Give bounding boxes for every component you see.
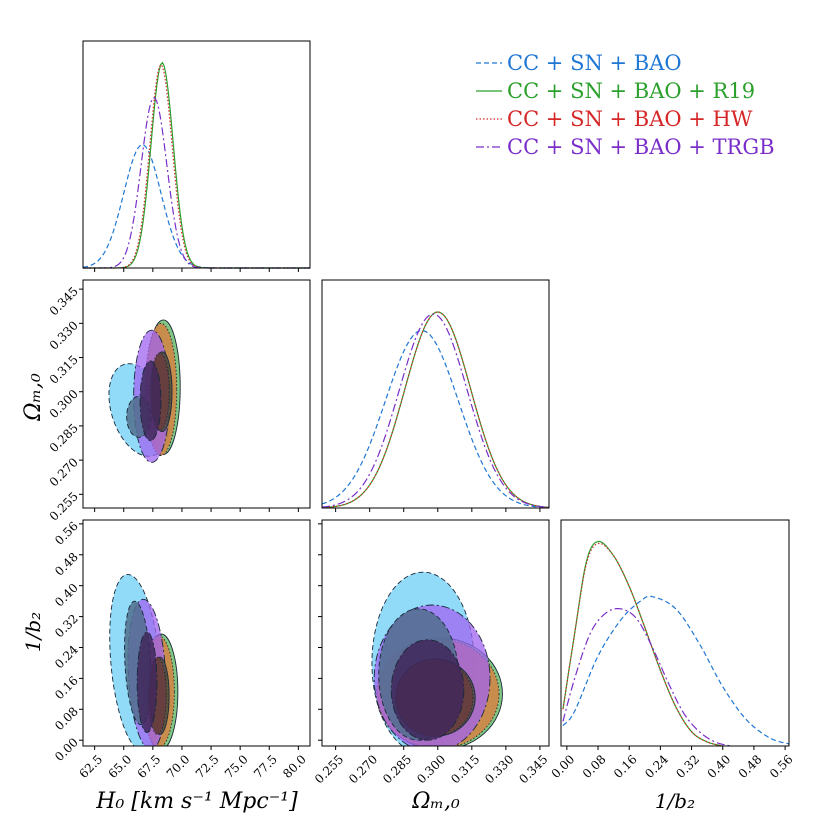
legend-entry: CC + SN + BAO + HW	[476, 107, 753, 131]
legend-entry: CC + SN + BAO	[476, 51, 682, 75]
x-tick-label-H0: 62.5	[76, 752, 105, 781]
y-axis-label-om: Ωₘ,₀	[21, 373, 46, 422]
legend-entry: CC + SN + BAO + R19	[476, 79, 755, 103]
y-tick-label-b2: 0.24	[52, 642, 81, 671]
panel-frame-Om-Om	[321, 279, 550, 509]
y-tick-label-b2: 0.48	[52, 550, 81, 579]
x-tick-label-b2: 0.24	[642, 752, 671, 781]
x-tick-label-H0: 75.0	[222, 752, 251, 781]
y-tick-label-b2: 0.16	[52, 673, 81, 702]
x-tick-label-b2: 0.56	[767, 752, 796, 781]
x-tick-label-Om: 0.330	[482, 752, 516, 786]
x-tick-label-H0: 70.0	[164, 752, 193, 781]
legend-label: CC + SN + BAO + HW	[507, 107, 753, 131]
x-axis-label-om: Ωₘ,₀	[411, 789, 460, 814]
y-tick-label-b2: 0.32	[52, 612, 81, 641]
panel-frame-H0-b2	[82, 519, 311, 747]
panel-frames	[82, 40, 790, 747]
x-tick-label-b2: 0.32	[673, 752, 702, 781]
contour-panel-H0_Om	[108, 319, 181, 463]
legend-label: CC + SN + BAO + R19	[507, 79, 755, 103]
panel-frame-H0-Om	[82, 279, 311, 509]
x-tick-label-b2: 0.00	[549, 752, 578, 781]
x-axis-label-b2: 1/b₂	[655, 789, 695, 813]
x-tick-label-b2: 0.40	[705, 752, 734, 781]
x-tick-label-H0: 65.0	[106, 752, 135, 781]
marginal-H0-series-3	[83, 97, 310, 269]
x-tick-label-b2: 0.08	[580, 752, 609, 781]
legend-label: CC + SN + BAO	[507, 51, 682, 75]
legend-label: CC + SN + BAO + TRGB	[507, 135, 775, 159]
x-axis-label-h0: H₀ [km s⁻¹ Mpc⁻¹]	[95, 789, 298, 814]
x-tick-label-Om: 0.255	[312, 752, 346, 786]
x-tick-label-H0: 80.0	[280, 752, 309, 781]
y-tick-label-Om: 0.345	[47, 284, 81, 318]
y-tick-label-b2: 0.08	[52, 704, 81, 733]
marginal-Om-series-0	[321, 329, 550, 509]
x-tick-label-b2: 0.48	[736, 752, 765, 781]
marginal-b2-series-0	[562, 595, 790, 745]
x-tick-label-Om: 0.270	[346, 752, 380, 786]
x-tick-label-Om: 0.300	[414, 752, 448, 786]
contour-panel-Om_b2	[371, 571, 503, 746]
y-axis-label-b2: 1/b₂	[21, 612, 45, 652]
contour-inner-series-3	[139, 360, 162, 442]
x-tick-label-H0: 77.5	[251, 752, 280, 781]
legend-entry: CC + SN + BAO + TRGB	[476, 135, 775, 159]
contour-inner-series-3	[136, 631, 158, 733]
y-tick-label-Om: 0.255	[47, 489, 81, 523]
x-tick-label-Om: 0.345	[516, 752, 550, 786]
panel-frame-Om-b2	[321, 519, 550, 747]
x-tick-label-H0: 67.5	[135, 752, 164, 781]
x-tick-label-Om: 0.285	[380, 752, 414, 786]
marginal-b2-series-1	[562, 540, 723, 747]
marginal-b2-series-2	[562, 542, 723, 747]
legend: CC + SN + BAO CC + SN + BAO + R19 CC + S…	[476, 51, 775, 159]
y-tick-label-Om: 0.315	[47, 353, 81, 387]
marginal-Om-series-2	[321, 311, 550, 509]
marginal-H0-series-1	[83, 61, 310, 269]
contour-panel-H0_b2	[109, 573, 179, 746]
y-tick-label-Om: 0.330	[47, 318, 81, 352]
marginal-H0-series-2	[83, 63, 310, 269]
marginal-Om-series-3	[321, 313, 550, 508]
y-tick-label-b2: 0.00	[52, 735, 81, 764]
x-tick-label-H0: 72.5	[193, 752, 222, 781]
contour-inner-series-3	[390, 639, 465, 741]
y-tick-label-Om: 0.270	[47, 455, 81, 489]
y-tick-label-Om: 0.285	[47, 421, 81, 455]
marginal-Om-series-1	[321, 311, 550, 509]
y-tick-label-b2: 0.40	[52, 581, 81, 610]
y-tick-label-Om: 0.300	[47, 387, 81, 421]
panel-frame-b2-b2	[560, 519, 790, 747]
x-tick-label-Om: 0.315	[448, 752, 482, 786]
x-tick-label-b2: 0.16	[611, 752, 640, 781]
contour-layer	[108, 319, 503, 746]
panel-frame-H0-H0	[82, 40, 311, 269]
marginal-H0-series-0	[82, 144, 310, 269]
marginal-b2-series-3	[562, 607, 731, 747]
